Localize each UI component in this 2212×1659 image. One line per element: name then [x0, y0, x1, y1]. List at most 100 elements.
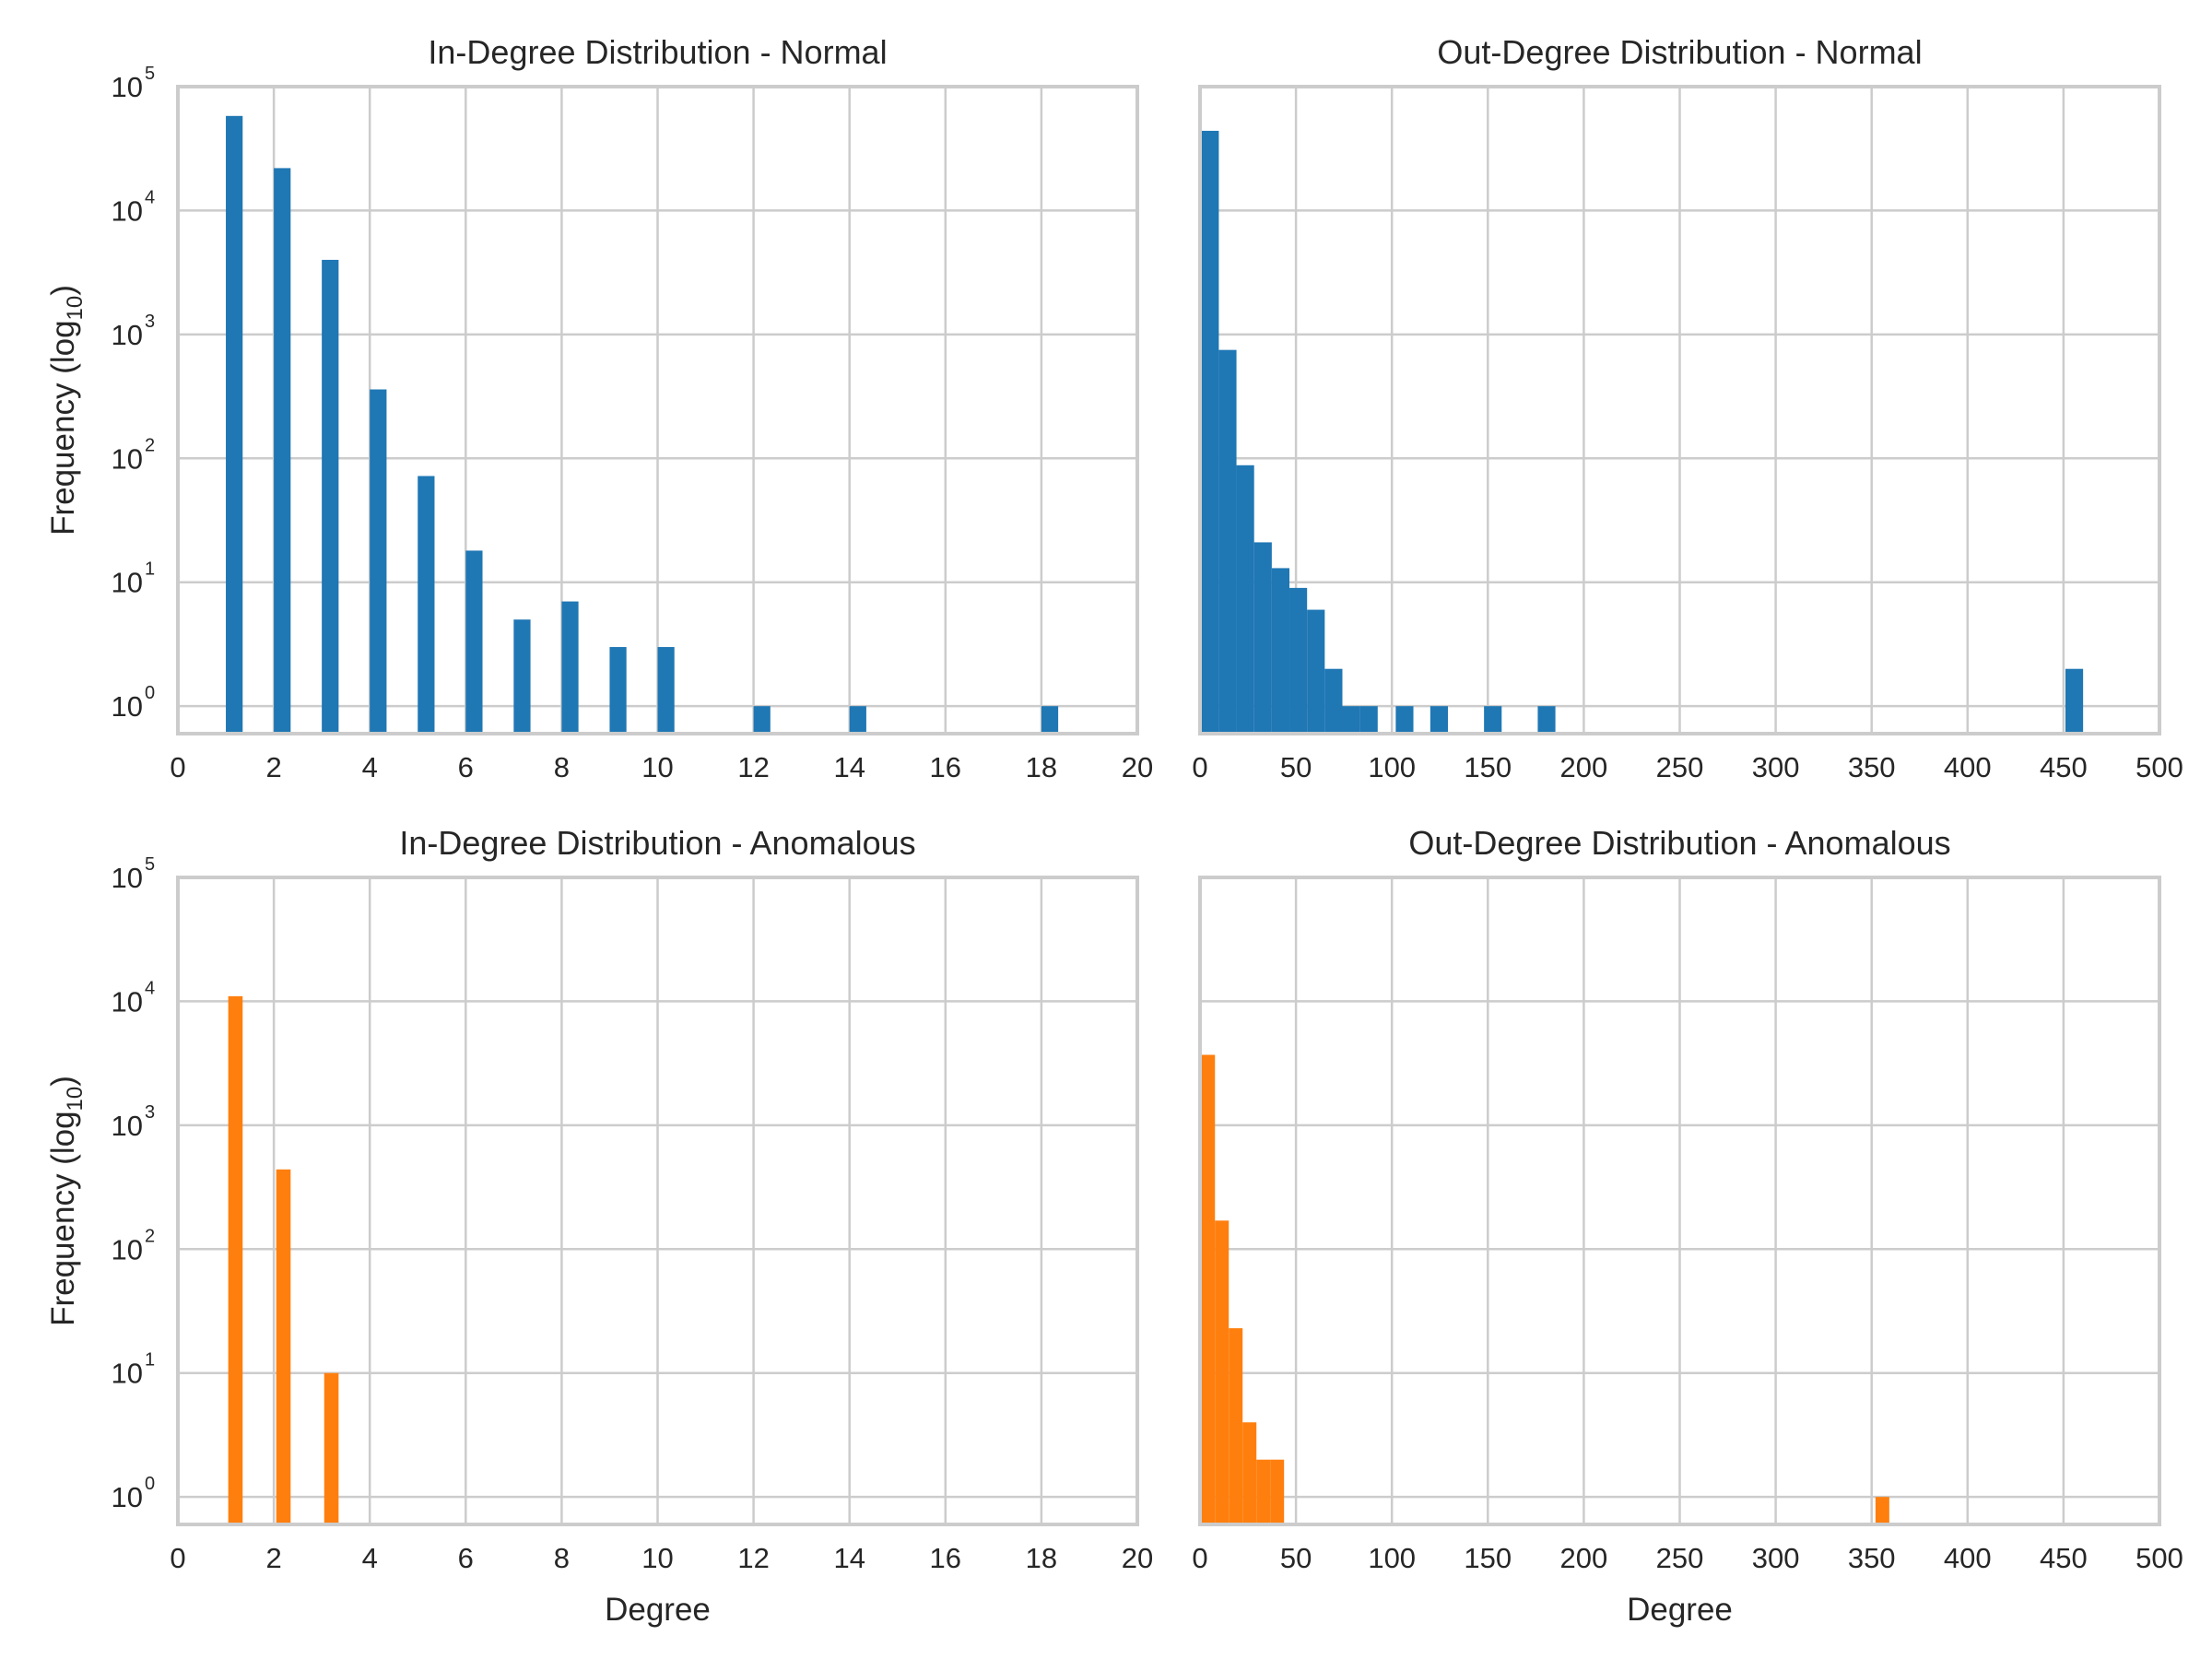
plot-frame [1198, 85, 2161, 735]
histogram-bar [1430, 706, 1448, 734]
y-tick-label: 10 [112, 690, 143, 723]
histogram-bar [1307, 609, 1325, 734]
histogram-bar [1359, 706, 1378, 734]
histogram-bar [276, 1169, 291, 1524]
y-tick-label: 10 [112, 1358, 143, 1390]
y-axis-label: Frequency (log10) [45, 285, 88, 535]
histogram-bar [1041, 706, 1059, 734]
panel-3: In-Degree Distribution - Anomalous 0 2 4 6 8 1… [45, 824, 1153, 1628]
y-tick-label: 10 [112, 194, 143, 227]
histogram-bar [1229, 1328, 1243, 1524]
x-tick-label: 6 [458, 1542, 474, 1574]
histogram-bar [2065, 668, 2084, 734]
histogram-bar [513, 619, 531, 734]
x-tick-label: 8 [554, 1542, 570, 1574]
x-tick-label: 400 [1944, 1542, 1992, 1574]
histogram-bar [370, 389, 387, 734]
histogram-bar [1324, 668, 1343, 734]
x-tick-label: 450 [2040, 1542, 2088, 1574]
histogram-bar [1271, 568, 1290, 734]
histogram-bar [1875, 1497, 1889, 1524]
x-tick-label: 12 [737, 1542, 769, 1574]
x-axis-label: Degree [1627, 1592, 1733, 1628]
histogram-bar [1537, 706, 1556, 734]
panel-4: Out-Degree Distribution - Anomalous 0 50 10… [1192, 824, 2183, 1628]
histogram-bar [849, 706, 866, 734]
x-tick-label: 6 [458, 751, 474, 783]
y-tick-exponent: 0 [145, 1474, 155, 1494]
x-tick-label: 18 [1026, 1542, 1057, 1574]
x-tick-label: 12 [737, 751, 769, 783]
histogram-bar [274, 168, 291, 735]
y-tick-label: 10 [112, 862, 143, 894]
x-tick-label: 350 [1848, 751, 1896, 783]
x-tick-label: 400 [1944, 751, 1992, 783]
x-tick-label: 4 [362, 1542, 378, 1574]
histogram-bar [324, 1372, 339, 1524]
x-tick-label: 300 [1752, 751, 1800, 783]
x-tick-label: 100 [1368, 751, 1416, 783]
x-axis-label: Degree [605, 1592, 711, 1628]
x-tick-label: 10 [641, 1542, 673, 1574]
y-tick-exponent: 5 [145, 854, 155, 875]
x-tick-label: 250 [1656, 1542, 1704, 1574]
x-tick-label: 300 [1752, 1542, 1800, 1574]
histogram-bar [609, 647, 627, 734]
histogram-bar [1270, 1459, 1285, 1524]
x-tick-label: 0 [1192, 1542, 1207, 1574]
y-tick-exponent: 3 [145, 312, 155, 332]
histogram-bar [1218, 349, 1237, 734]
plot-frame [1198, 876, 2161, 1526]
y-tick-label: 10 [112, 442, 143, 475]
histogram-bar [561, 601, 579, 734]
histogram-bar [418, 476, 435, 734]
histogram-bar [1236, 465, 1254, 734]
histogram-bar [1395, 706, 1414, 734]
x-tick-label: 350 [1848, 1542, 1896, 1574]
histogram-bar [1253, 542, 1272, 734]
y-axis-label: Frequency (log10) [45, 1076, 88, 1326]
y-tick-exponent: 3 [145, 1102, 155, 1123]
y-tick-exponent: 2 [145, 1226, 155, 1246]
y-tick-label: 10 [112, 567, 143, 599]
y-tick-exponent: 0 [145, 683, 155, 703]
x-tick-label: 500 [2136, 1542, 2183, 1574]
y-tick-label: 10 [112, 1110, 143, 1142]
y-tick-exponent: 1 [145, 559, 155, 580]
x-tick-label: 2 [265, 1542, 281, 1574]
x-tick-label: 20 [1122, 751, 1153, 783]
x-tick-label: 150 [1464, 751, 1512, 783]
x-tick-label: 450 [2040, 751, 2088, 783]
chart-title: In-Degree Distribution - Anomalous [399, 824, 915, 862]
y-tick-exponent: 4 [145, 187, 155, 207]
histogram-bar [1215, 1220, 1230, 1524]
x-tick-label: 0 [170, 751, 185, 783]
histogram-bar [228, 995, 243, 1524]
x-tick-label: 4 [362, 751, 378, 783]
x-tick-label: 0 [1192, 751, 1207, 783]
y-tick-label: 10 [112, 985, 143, 1018]
x-tick-label: 20 [1122, 1542, 1153, 1574]
plot-frame [176, 85, 1139, 735]
chart-title: Out-Degree Distribution - Normal [1437, 33, 1922, 71]
histogram-bar [1289, 587, 1308, 734]
x-tick-label: 250 [1656, 751, 1704, 783]
x-tick-label: 14 [833, 1542, 865, 1574]
chart-title: Out-Degree Distribution - Anomalous [1408, 824, 1950, 862]
x-tick-label: 10 [641, 751, 673, 783]
x-tick-label: 16 [930, 751, 961, 783]
y-tick-exponent: 5 [145, 64, 155, 84]
y-tick-label: 10 [112, 71, 143, 103]
histogram-bar [1256, 1459, 1271, 1524]
x-tick-label: 18 [1026, 751, 1057, 783]
histogram-bar [753, 706, 771, 734]
x-tick-label: 50 [1280, 1542, 1312, 1574]
histogram-bar [322, 259, 339, 735]
y-tick-exponent: 1 [145, 1350, 155, 1371]
y-tick-exponent: 4 [145, 978, 155, 998]
x-tick-label: 0 [170, 1542, 185, 1574]
x-tick-label: 50 [1280, 751, 1312, 783]
y-tick-label: 10 [112, 1233, 143, 1265]
